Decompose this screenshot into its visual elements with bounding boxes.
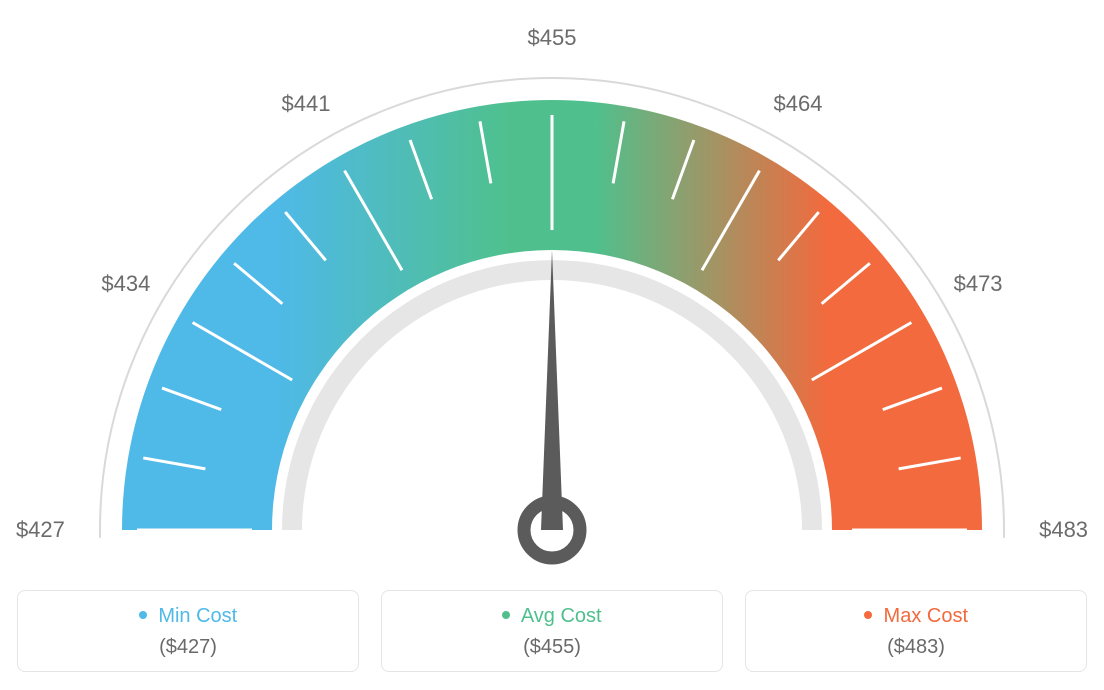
legend-title-min-text: Min Cost: [158, 605, 237, 627]
gauge-tick-label: $427: [16, 517, 65, 543]
legend-card-max: Max Cost ($483): [745, 590, 1087, 672]
legend-row: Min Cost ($427) Avg Cost ($455) Max Cost…: [0, 590, 1104, 672]
legend-dot-min: [139, 611, 147, 619]
gauge-tick-label: $434: [101, 271, 150, 297]
legend-dot-max: [864, 611, 872, 619]
legend-card-avg: Avg Cost ($455): [381, 590, 723, 672]
gauge-area: $427 $434 $441 $455 $464 $473 $483: [0, 0, 1104, 570]
gauge-tick-label: $441: [282, 91, 331, 117]
gauge-tick-label: $464: [774, 91, 823, 117]
legend-dot-avg: [502, 611, 510, 619]
gauge-tick-label: $473: [954, 271, 1003, 297]
legend-value-max: ($483): [756, 636, 1076, 659]
legend-title-avg: Avg Cost: [392, 605, 712, 628]
legend-title-avg-text: Avg Cost: [521, 605, 602, 627]
gauge-svg: [0, 0, 1104, 570]
legend-title-max-text: Max Cost: [884, 605, 968, 627]
legend-title-max: Max Cost: [756, 605, 1076, 628]
legend-card-min: Min Cost ($427): [17, 590, 359, 672]
cost-gauge-widget: $427 $434 $441 $455 $464 $473 $483 Min Cost ($…: [0, 0, 1104, 690]
legend-value-min: ($427): [28, 636, 348, 659]
gauge-tick-label: $455: [528, 25, 577, 51]
legend-value-avg: ($455): [392, 636, 712, 659]
legend-title-min: Min Cost: [28, 605, 348, 628]
gauge-tick-label: $483: [1039, 517, 1088, 543]
